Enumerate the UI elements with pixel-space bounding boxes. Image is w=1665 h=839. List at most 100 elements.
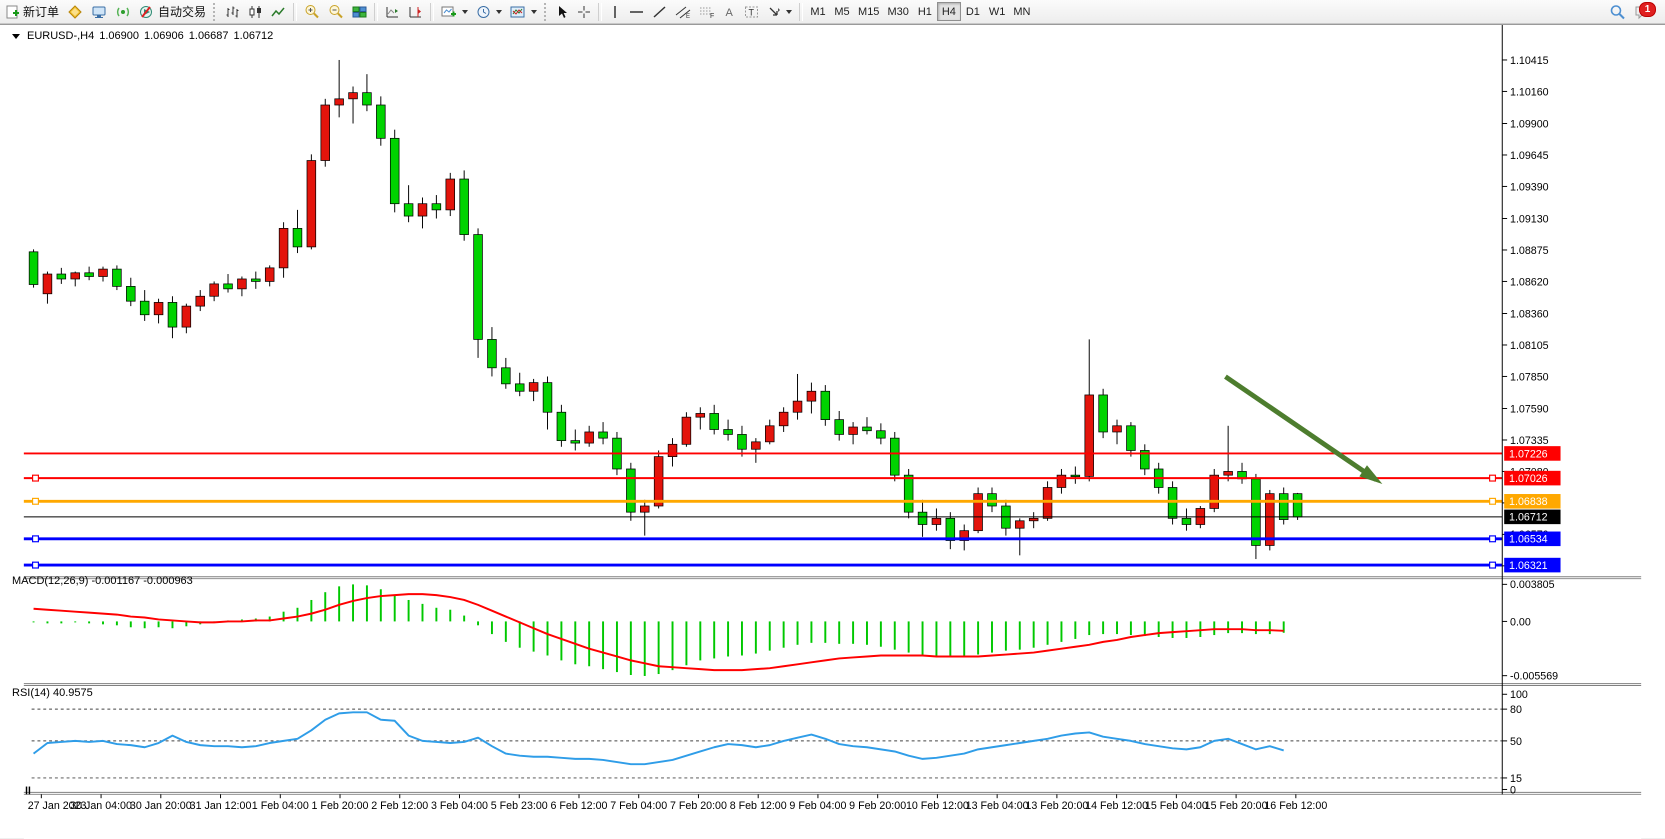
date-axis-label: 27 Jan 2023	[28, 800, 87, 812]
line-handle[interactable]	[1489, 561, 1497, 569]
candle-up	[806, 390, 817, 402]
vertical-line-button[interactable]	[605, 2, 625, 22]
timeframe-mn[interactable]: MN	[1009, 2, 1034, 21]
cursor-icon	[559, 5, 568, 18]
candle-down	[820, 390, 831, 420]
horizontal-line-button[interactable]	[625, 2, 648, 22]
candle-down	[1251, 478, 1261, 546]
horizontal-line-icon	[630, 10, 644, 13]
autotrading-button[interactable]: 自动交易	[135, 2, 210, 22]
price-line-label-box	[1504, 509, 1561, 525]
bars-chart-button[interactable]	[221, 2, 244, 22]
candle-up	[264, 267, 275, 282]
notifications-button[interactable]: 1	[1630, 1, 1657, 22]
line-handle[interactable]	[32, 474, 39, 482]
timeframe-m5[interactable]: M5	[830, 2, 854, 21]
auto-scroll-button[interactable]	[381, 2, 404, 22]
tile-windows-button[interactable]	[348, 2, 371, 22]
candle-down	[223, 283, 233, 290]
arrows-dropdown[interactable]	[763, 2, 796, 22]
line-handle[interactable]	[1489, 535, 1497, 543]
zoom-out-icon	[329, 5, 343, 19]
candle-down	[389, 137, 400, 205]
line-chart-button[interactable]	[267, 2, 290, 22]
candles-chart-icon	[249, 5, 262, 18]
zoom-in-button[interactable]	[300, 2, 324, 22]
timeframe-h1[interactable]: H1	[913, 2, 937, 21]
candle-up	[153, 302, 164, 316]
timeframe-h4[interactable]: H4	[936, 2, 961, 21]
templates-dropdown[interactable]	[506, 2, 541, 22]
candle-down	[598, 431, 608, 439]
trendline-button[interactable]	[648, 2, 671, 22]
channel-icon: E	[675, 6, 691, 19]
candles-chart-button[interactable]	[244, 2, 267, 22]
chart-shift-button[interactable]	[404, 2, 427, 22]
chart-canvas[interactable]: 1.10415 1.10160 1.09900 1.09645 1.09390 1.091…	[0, 25, 1665, 839]
new-order-button[interactable]: 新订单	[2, 2, 63, 22]
svg-text:F: F	[710, 13, 714, 19]
line-handle[interactable]	[32, 561, 39, 569]
new-order-label: 新订单	[23, 5, 60, 19]
date-axis-label: 13 Feb 04:00	[966, 800, 1029, 812]
candle-up	[584, 431, 594, 444]
periods-dropdown[interactable]	[472, 2, 506, 22]
text-button[interactable]: A	[719, 2, 740, 22]
trend-arrow-line[interactable]	[1224, 374, 1378, 482]
toolbar-separator	[430, 2, 435, 21]
candle-down	[834, 419, 844, 435]
candle-up	[306, 160, 317, 248]
trendline-icon	[653, 5, 666, 18]
signals-button[interactable]	[111, 2, 135, 22]
date-axis-label: 5 Feb 23:00	[491, 800, 548, 812]
timeframe-m15[interactable]: M15	[854, 2, 883, 21]
fibonacci-icon: F	[700, 7, 714, 19]
toolbar-separator	[293, 2, 298, 21]
price-line-label: 1.06838	[1509, 496, 1548, 508]
price-line-label: 1.06534	[1509, 534, 1548, 546]
candle-up	[195, 295, 205, 307]
candle-up	[70, 272, 80, 280]
zoom-out-button[interactable]	[324, 2, 348, 22]
price-axis-label: 1.10415	[1510, 55, 1549, 67]
price-line-label-box	[1504, 446, 1561, 461]
candle-down	[1140, 450, 1150, 470]
timeframe-m30[interactable]: M30	[883, 2, 912, 21]
mql5-button[interactable]	[63, 2, 87, 22]
timeframe-w1[interactable]: W1	[985, 2, 1010, 21]
macd-signal-line	[33, 593, 1284, 672]
toolbar-grip	[213, 2, 218, 21]
timeframe-d1[interactable]: D1	[961, 2, 985, 21]
dropdown-caret	[496, 9, 503, 14]
price-line-label: 1.06321	[1509, 560, 1548, 572]
candle-up	[973, 493, 983, 532]
timeframe-group: M1 M5 M15 M30 H1 H4 D1 W1 MN	[806, 2, 1034, 21]
virtual-hosting-button[interactable]	[87, 2, 111, 22]
rsi-axis-label: 50	[1510, 736, 1522, 748]
line-handle[interactable]	[32, 535, 39, 543]
candle-up	[681, 416, 692, 445]
line-handle[interactable]	[1489, 497, 1497, 505]
cursor-button[interactable]	[552, 2, 573, 22]
search-button[interactable]	[1605, 2, 1630, 22]
candle-down	[1292, 493, 1303, 518]
series-begin-marker	[25, 786, 28, 795]
date-axis-label: 3 Feb 04:00	[431, 800, 488, 812]
candle-up	[1084, 394, 1094, 477]
search-icon	[1610, 4, 1625, 19]
text-label-button[interactable]: T	[740, 2, 763, 22]
timeframe-m1[interactable]: M1	[806, 2, 830, 21]
candle-up	[1056, 474, 1067, 488]
candle-down	[987, 493, 997, 507]
line-handle[interactable]	[1489, 474, 1497, 482]
fibonacci-button[interactable]: F	[695, 2, 719, 22]
crosshair-button[interactable]	[573, 2, 595, 22]
equidistant-channel-button[interactable]: E	[671, 2, 695, 22]
date-axis-label: 1 Feb 20:00	[312, 800, 369, 812]
trend-arrow-head[interactable]	[1359, 465, 1383, 484]
candle-down	[1181, 517, 1192, 525]
price-axis-label: 1.08105	[1510, 340, 1549, 352]
line-handle[interactable]	[32, 497, 39, 505]
new-chart-dropdown[interactable]	[437, 2, 472, 22]
macd-axis-label: -0.005569	[1510, 671, 1558, 683]
